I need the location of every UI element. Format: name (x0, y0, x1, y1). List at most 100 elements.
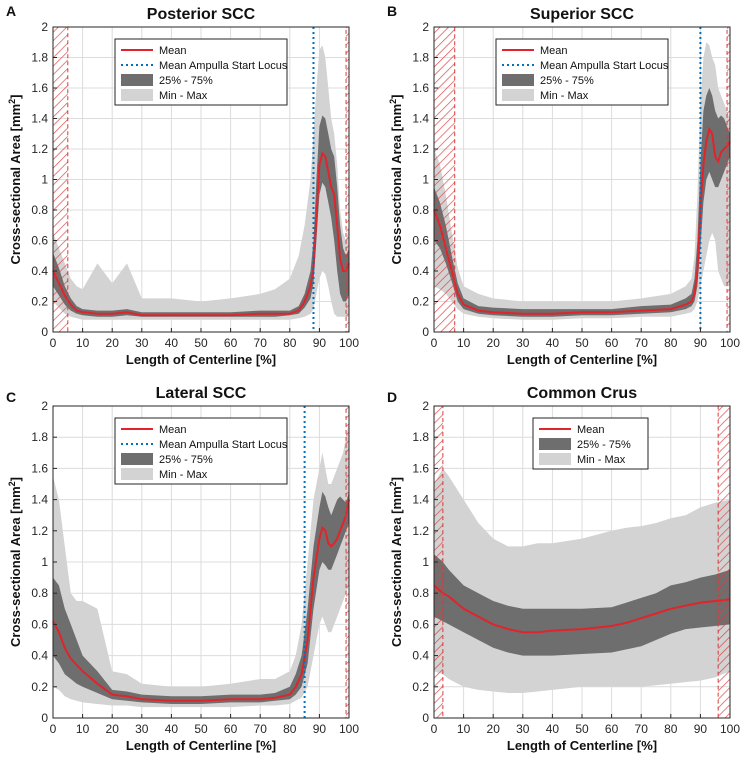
y-tick-label: 1 (422, 173, 429, 187)
y-tick-label: 1.2 (412, 524, 429, 538)
x-tick-label: 10 (76, 722, 90, 736)
y-tick-label: 0 (422, 325, 429, 339)
y-axis-label: Cross-sectional Area [mm2] (7, 477, 23, 647)
x-tick-label: 90 (313, 722, 327, 736)
legend-swatch-minmax (121, 468, 153, 480)
y-tick-label: 0.6 (31, 234, 48, 248)
y-tick-label: 1.6 (412, 81, 429, 95)
y-tick-label: 1 (422, 555, 429, 569)
y-tick-label: 2 (422, 399, 429, 413)
x-tick-label: 60 (605, 722, 619, 736)
panel-d: 0 10 20 30 40 50 60 70 80 90 100 0 0.2 0.4 0.6 0.8 1 1.2 1… (387, 385, 740, 753)
panel-a: 0 10 20 30 40 50 60 70 80 90 100 0 0.2 0.4 0.6 0.8 1 1.2 1… (6, 3, 359, 367)
legend-label: Mean (577, 424, 605, 436)
y-tick-label: 2 (41, 399, 48, 413)
legend-swatch-minmax (121, 89, 153, 101)
legend-swatch-minmax (539, 453, 571, 465)
legend-label: Mean (540, 45, 568, 57)
x-tick-label: 80 (664, 336, 678, 350)
x-tick-label: 50 (575, 722, 589, 736)
legend-label: Min - Max (159, 469, 208, 481)
y-tick-label: 1.2 (412, 142, 429, 156)
minmax-band (53, 45, 349, 320)
x-tick-label: 40 (165, 336, 179, 350)
legend-swatch-iqr (121, 74, 153, 86)
x-tick-label: 100 (720, 336, 740, 350)
chart-title: Superior SCC (530, 6, 634, 23)
y-tick-label: 1 (41, 173, 48, 187)
x-tick-label: 100 (720, 722, 740, 736)
legend-label: Mean Ampulla Start Locus (159, 60, 288, 72)
y-tick-label: 0.4 (31, 649, 48, 663)
legend-label: Min - Max (577, 454, 626, 466)
x-tick-label: 0 (50, 336, 57, 350)
y-tick-label: 0.6 (31, 617, 48, 631)
x-tick-label: 80 (283, 336, 297, 350)
legend: Mean 25% - 75% Min - Max (532, 417, 649, 470)
x-tick-label: 90 (694, 336, 708, 350)
y-axis-label: Cross-sectional Area [mm2] (7, 95, 23, 265)
x-tick-label: 90 (313, 336, 327, 350)
x-tick-label: 30 (135, 722, 149, 736)
panel-c: 0 10 20 30 40 50 60 70 80 90 100 0 0.2 0.4 0.6 0.8 1 1.2 1… (6, 385, 359, 753)
iqr-band (53, 491, 349, 704)
y-tick-label: 0.8 (412, 586, 429, 600)
x-tick-label: 10 (457, 336, 471, 350)
panel-label: C (6, 389, 16, 405)
x-tick-label: 60 (605, 336, 619, 350)
x-tick-label: 30 (135, 336, 149, 350)
mean-line (52, 499, 350, 702)
y-tick-label: 0.2 (31, 680, 48, 694)
x-tick-label: 20 (106, 722, 120, 736)
legend-label: 25% - 75% (540, 75, 594, 87)
y-tick-label: 1.6 (412, 461, 429, 475)
y-tick-label: 0.2 (412, 295, 429, 309)
y-tick-label: 1.2 (31, 524, 48, 538)
x-tick-label: 10 (457, 722, 471, 736)
panel-label: B (387, 3, 397, 19)
x-tick-label: 60 (224, 722, 238, 736)
x-tick-label: 80 (664, 722, 678, 736)
legend-label: 25% - 75% (159, 454, 213, 466)
x-tick-label: 40 (546, 336, 560, 350)
legend-swatch-iqr (502, 74, 534, 86)
x-tick-label: 50 (575, 336, 589, 350)
x-tick-label: 20 (487, 336, 501, 350)
y-tick-label: 0.4 (412, 264, 429, 278)
y-tick-label: 0 (422, 711, 429, 725)
x-axis-label: Length of Centerline [%] (126, 738, 276, 753)
mean-line (433, 584, 731, 634)
legend-label: Mean (159, 424, 187, 436)
legend-label: 25% - 75% (577, 439, 631, 451)
y-tick-label: 1.6 (31, 81, 48, 95)
x-tick-label: 30 (516, 336, 530, 350)
y-tick-label: 0.6 (412, 234, 429, 248)
y-tick-label: 0.8 (31, 586, 48, 600)
x-tick-label: 70 (254, 336, 268, 350)
legend-label: Min - Max (159, 90, 208, 102)
y-tick-label: 0.8 (412, 203, 429, 217)
y-tick-label: 0.4 (412, 649, 429, 663)
x-tick-label: 100 (339, 722, 359, 736)
x-tick-label: 10 (76, 336, 90, 350)
chart-title: Posterior SCC (147, 6, 256, 23)
legend-label: Mean Ampulla Start Locus (159, 439, 288, 451)
x-tick-label: 0 (431, 336, 438, 350)
x-tick-label: 50 (194, 722, 208, 736)
y-tick-label: 1.6 (31, 461, 48, 475)
iqr-band (53, 115, 349, 317)
y-tick-label: 0.2 (31, 295, 48, 309)
x-axis-label: Length of Centerline [%] (507, 352, 657, 367)
x-tick-label: 0 (431, 722, 438, 736)
legend-swatch-minmax (502, 89, 534, 101)
x-tick-label: 50 (194, 336, 208, 350)
x-tick-label: 40 (165, 722, 179, 736)
chart-title: Common Crus (527, 385, 637, 402)
panel-b: 0 10 20 30 40 50 60 70 80 90 100 0 0.2 0.4 0.6 0.8 1 1.2 1… (387, 3, 740, 367)
legend-label: Min - Max (540, 90, 589, 102)
x-tick-label: 80 (283, 722, 297, 736)
x-tick-label: 0 (50, 722, 57, 736)
y-tick-label: 1.8 (412, 51, 429, 65)
y-tick-label: 0.4 (31, 264, 48, 278)
